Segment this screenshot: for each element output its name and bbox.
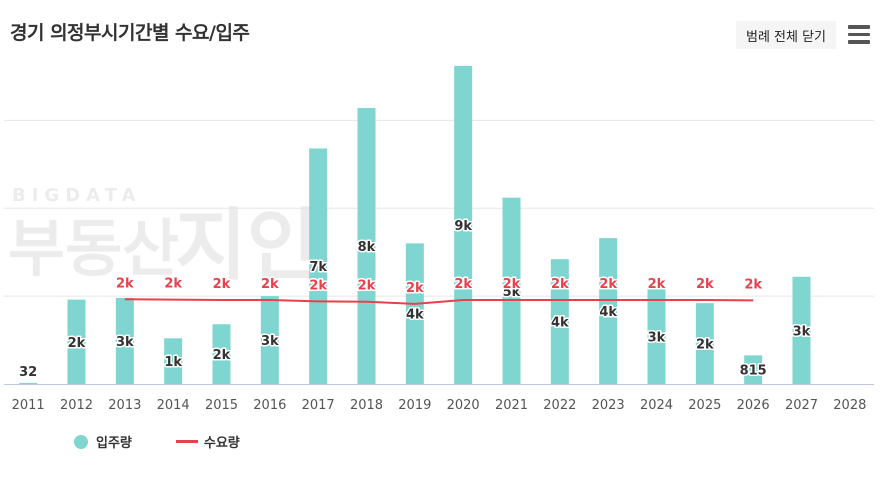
supply-bar[interactable] [454,65,473,385]
demand-data-label: 2k [454,277,472,292]
watermark-large-text: 부동산 [8,212,179,285]
supply-data-label: 1k [164,355,182,370]
supply-bars [19,65,811,385]
supply-bar[interactable] [309,148,328,384]
x-tick-label: 2015 [205,398,238,413]
x-axis: 2011 2012 2013 2014 2015 2016 2017 2018 2019 2020… [4,384,874,413]
supply-data-label: 7k [309,260,327,275]
supply-data-label: 4k [599,305,617,320]
x-tick-label: 2022 [543,398,576,413]
supply-data-label: 2k [696,338,714,353]
x-tick-label: 2011 [12,398,45,413]
x-tick-label: 2017 [302,398,335,413]
supply-data-label: 3k [648,331,666,346]
grid-lines [4,119,874,297]
supply-bar[interactable] [164,338,183,384]
supply-data-label: 2k [213,348,231,363]
x-tick-label: 2023 [592,398,625,413]
demand-data-label: 2k [551,277,569,292]
demand-data-label: 2k [309,278,327,293]
supply-data-label: 815 [740,364,767,379]
demand-line [124,298,754,305]
supply-bar[interactable] [550,259,569,384]
demand-data-labels: 2k 2k 2k 2k 2k 2k 2k 2k 2k 2k 2k 2k 2k 2k [114,275,763,298]
legend-demand-marker [175,440,198,443]
legend-supply-label: 입주량 [96,436,132,451]
x-tick-label: 2025 [688,398,721,413]
x-tick-label: 2016 [253,398,286,413]
x-tick-label: 2012 [60,398,93,413]
demand-data-label: 2k [358,279,376,294]
watermark-large-text-2: 지인 [175,201,319,291]
demand-line-path[interactable] [124,298,754,305]
demand-data-label: 2k [164,277,182,292]
supply-data-label: 4k [406,308,424,323]
supply-bar[interactable] [67,299,86,384]
hamburger-menu-icon[interactable] [848,25,870,45]
chart-title: 경기 의정부시기간별 수요/입주 [10,22,250,44]
supply-bar[interactable] [212,324,231,384]
x-tick-label: 2028 [833,398,866,413]
supply-bar[interactable] [260,296,279,384]
demand-data-label: 2k [599,277,617,292]
supply-data-label: 3k [116,335,134,350]
demand-data-label: 2k [261,277,279,292]
demand-data-label: 2k [648,277,666,292]
supply-data-label: 9k [454,219,472,234]
supply-data-label: 32 [19,365,37,380]
supply-bar[interactable] [792,276,811,384]
x-tick-label: 2020 [447,398,480,413]
supply-bar[interactable] [115,297,134,384]
legend-toggle-button[interactable]: 범례 전체 닫기 [736,21,836,49]
supply-bar[interactable] [19,382,38,384]
supply-bar[interactable] [502,197,521,384]
supply-data-labels: 32 2k 3k 1k 2k 3k 7k 8k 4k 9k 5k 4k 4k 3k 2k 815 3k [18,217,813,381]
legend-supply-marker [74,434,88,449]
x-tick-label: 2013 [108,398,141,413]
supply-data-label: 4k [551,316,569,331]
supply-bar[interactable] [647,289,666,384]
x-tick-label: 2024 [640,398,673,413]
demand-data-label: 2k [503,277,521,292]
x-tick-label: 2026 [737,398,770,413]
supply-bar[interactable] [405,243,424,384]
supply-data-label: 3k [793,324,811,339]
demand-data-label: 2k [213,277,231,292]
watermark-small-text: BIGDATA [12,185,141,206]
watermark: BIGDATA 부동산 지인 [8,185,319,291]
x-tick-label: 2027 [785,398,818,413]
x-tick-label: 2014 [157,398,190,413]
demand-data-label: 2k [696,277,714,292]
x-tick-label: 2018 [350,398,383,413]
demand-data-label: 2k [116,276,134,291]
supply-data-label: 2k [68,336,86,351]
supply-bar[interactable] [599,238,618,384]
legend-demand-label: 수요량 [203,436,240,451]
chart-legend: 입주량 수요량 [74,432,240,451]
demand-data-label: 2k [744,277,762,292]
supply-data-label: 3k [261,334,279,349]
supply-bar[interactable] [695,303,714,384]
supply-bar[interactable] [357,108,376,384]
supply-data-label: 8k [358,240,376,255]
legend-item-demand[interactable]: 수요량 [175,432,240,451]
demand-data-label: 2k [406,281,424,296]
supply-data-label: 5k [503,285,521,300]
x-tick-label: 2019 [398,398,431,413]
supply-bar[interactable] [744,355,763,384]
legend-item-supply[interactable]: 입주량 [74,432,132,451]
x-tick-label: 2021 [495,398,528,413]
